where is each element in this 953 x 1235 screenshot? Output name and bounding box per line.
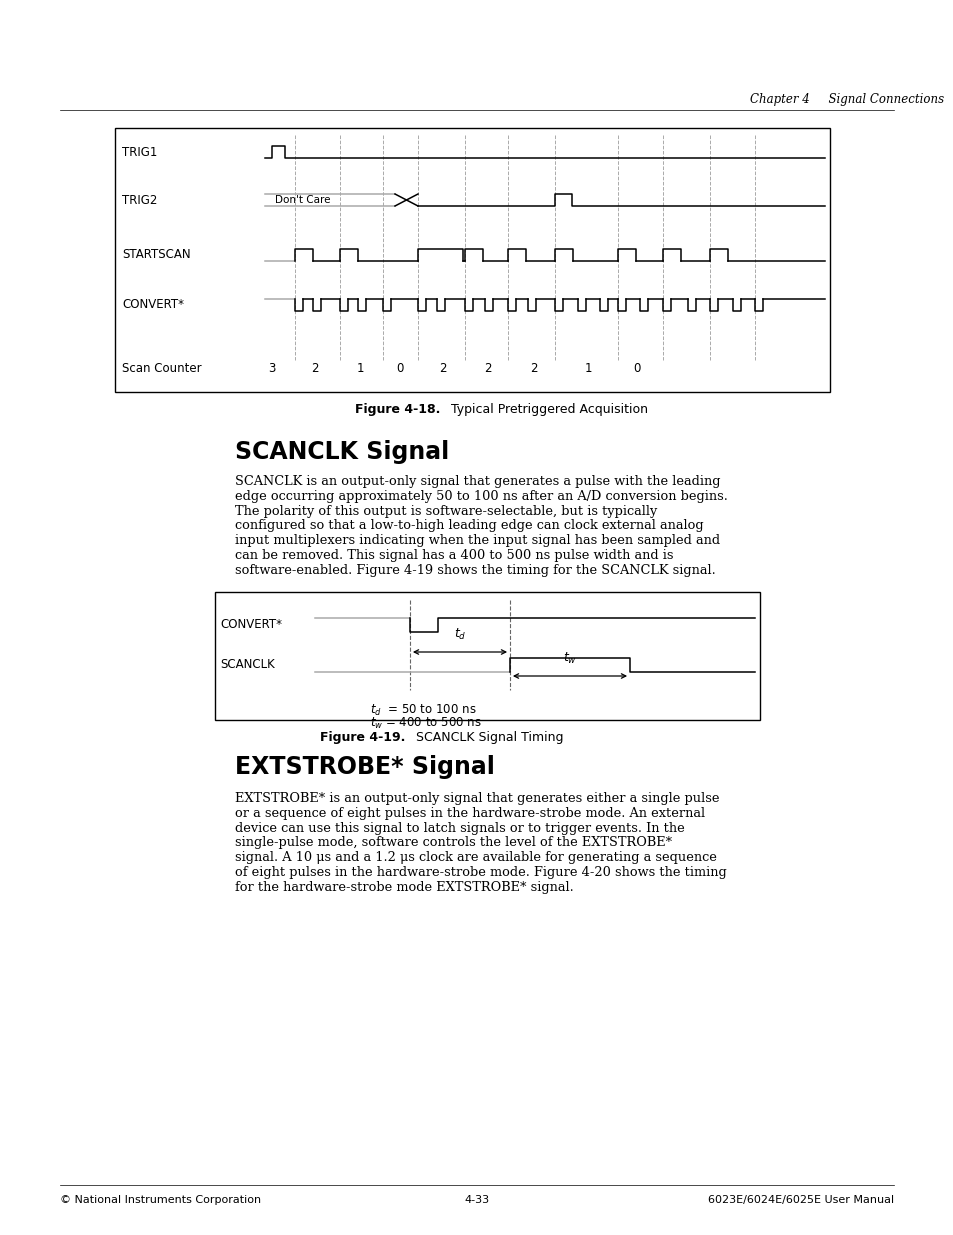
Text: $t_w$ = 400 to 500 ns: $t_w$ = 400 to 500 ns (370, 716, 481, 731)
Text: Figure 4-18.: Figure 4-18. (355, 404, 439, 416)
Text: SCANCLK: SCANCLK (220, 658, 274, 672)
Text: 0: 0 (395, 362, 403, 374)
Text: 3: 3 (268, 362, 275, 374)
Text: 2: 2 (530, 362, 537, 374)
Text: single-pulse mode, software controls the level of the EXTSTROBE*: single-pulse mode, software controls the… (234, 836, 672, 850)
Text: CONVERT*: CONVERT* (220, 619, 282, 631)
Text: configured so that a low-to-high leading edge can clock external analog: configured so that a low-to-high leading… (234, 520, 703, 532)
Text: or a sequence of eight pulses in the hardware-strobe mode. An external: or a sequence of eight pulses in the har… (234, 806, 704, 820)
Text: TRIG1: TRIG1 (122, 146, 157, 158)
Text: STARTSCAN: STARTSCAN (122, 248, 191, 262)
Text: signal. A 10 μs and a 1.2 μs clock are available for generating a sequence: signal. A 10 μs and a 1.2 μs clock are a… (234, 851, 716, 864)
Text: SCANCLK Signal Timing: SCANCLK Signal Timing (408, 731, 563, 745)
Text: 2: 2 (438, 362, 446, 374)
Text: 6023E/6024E/6025E User Manual: 6023E/6024E/6025E User Manual (707, 1195, 893, 1205)
Text: Figure 4-19.: Figure 4-19. (319, 731, 405, 745)
Text: Don't Care: Don't Care (274, 195, 330, 205)
Text: software-enabled. Figure 4-19 shows the timing for the SCANCLK signal.: software-enabled. Figure 4-19 shows the … (234, 564, 715, 577)
Text: $t_d$: $t_d$ (454, 627, 466, 642)
Text: can be removed. This signal has a 400 to 500 ns pulse width and is: can be removed. This signal has a 400 to… (234, 550, 673, 562)
Text: CONVERT*: CONVERT* (122, 299, 184, 311)
Text: Typical Pretriggered Acquisition: Typical Pretriggered Acquisition (442, 404, 647, 416)
Text: of eight pulses in the hardware-strobe mode. Figure 4-20 shows the timing: of eight pulses in the hardware-strobe m… (234, 866, 726, 879)
Text: SCANCLK is an output-only signal that generates a pulse with the leading: SCANCLK is an output-only signal that ge… (234, 475, 720, 488)
Text: $t_d$  = 50 to 100 ns: $t_d$ = 50 to 100 ns (370, 703, 476, 718)
Text: for the hardware-strobe mode EXTSTROBE* signal.: for the hardware-strobe mode EXTSTROBE* … (234, 881, 573, 894)
Text: input multiplexers indicating when the input signal has been sampled and: input multiplexers indicating when the i… (234, 535, 720, 547)
Bar (115, 128, 829, 391)
Text: 1: 1 (583, 362, 591, 374)
Text: 4-33: 4-33 (464, 1195, 489, 1205)
Text: EXTSTROBE* Signal: EXTSTROBE* Signal (234, 755, 495, 779)
Bar (214, 592, 760, 720)
Text: The polarity of this output is software-selectable, but is typically: The polarity of this output is software-… (234, 505, 657, 517)
Text: EXTSTROBE* is an output-only signal that generates either a single pulse: EXTSTROBE* is an output-only signal that… (234, 792, 719, 805)
Text: device can use this signal to latch signals or to trigger events. In the: device can use this signal to latch sign… (234, 821, 684, 835)
Text: SCANCLK Signal: SCANCLK Signal (234, 440, 449, 464)
Text: Scan Counter: Scan Counter (122, 362, 201, 374)
Text: 0: 0 (633, 362, 640, 374)
Text: TRIG2: TRIG2 (122, 194, 157, 206)
Text: © National Instruments Corporation: © National Instruments Corporation (60, 1195, 261, 1205)
Text: edge occurring approximately 50 to 100 ns after an A/D conversion begins.: edge occurring approximately 50 to 100 n… (234, 490, 727, 503)
Text: $t_w$: $t_w$ (562, 651, 577, 666)
Text: 2: 2 (311, 362, 318, 374)
Text: Chapter 4     Signal Connections: Chapter 4 Signal Connections (749, 94, 943, 106)
Text: 1: 1 (355, 362, 363, 374)
Text: 2: 2 (484, 362, 491, 374)
